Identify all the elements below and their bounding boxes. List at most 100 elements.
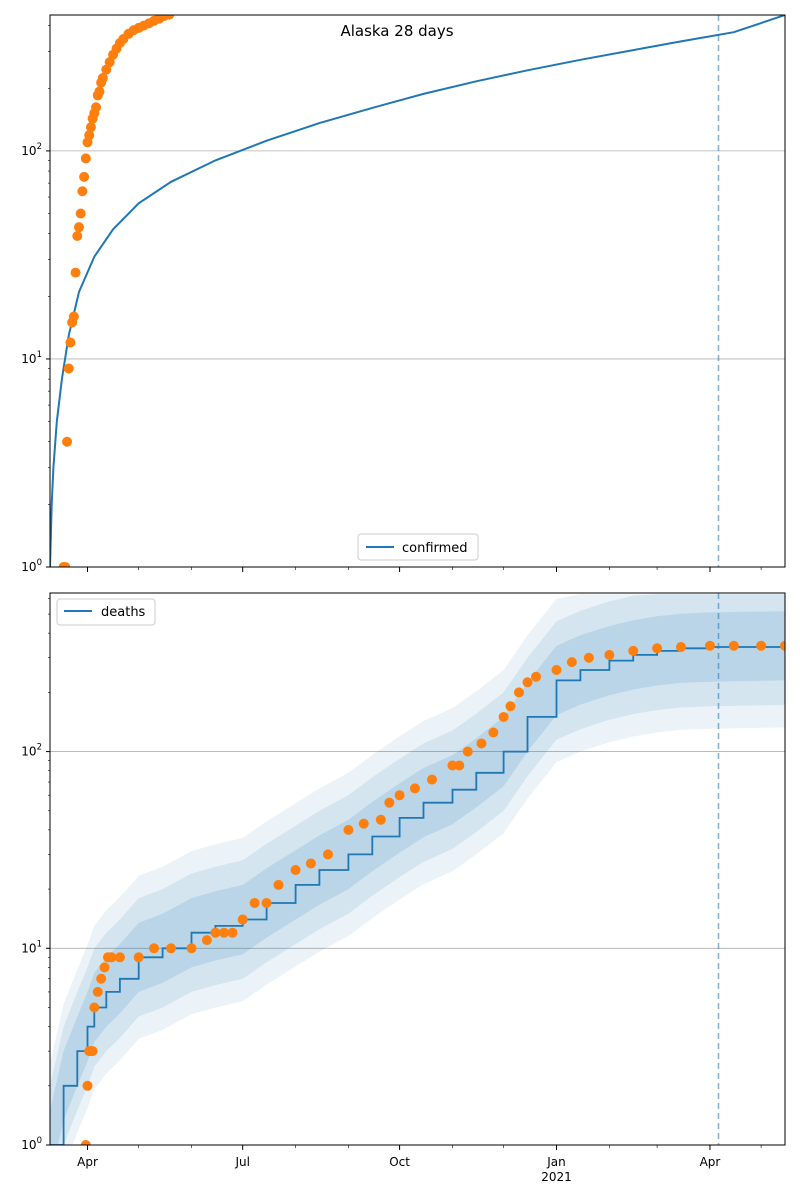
observed-point	[65, 337, 76, 348]
observed-point	[91, 102, 102, 113]
top-chart-title: Alaska 28 days	[340, 22, 453, 40]
observed-point	[322, 849, 333, 860]
top-x-ticks	[87, 567, 762, 572]
bottom-step-deaths	[50, 645, 785, 1145]
observed-point	[675, 642, 686, 653]
observed-point	[73, 222, 84, 233]
observed-point	[80, 153, 91, 164]
observed-point	[77, 186, 88, 197]
top-axes-frame	[49, 14, 786, 568]
top-grid	[50, 150, 785, 360]
observed-point	[756, 640, 767, 651]
x-tick-label-2021-04-01: Apr	[700, 1155, 721, 1169]
observed-point	[426, 774, 437, 785]
y-tick-label-10: 101	[21, 939, 42, 955]
y-tick-label-1: 100	[21, 1136, 42, 1152]
observed-point	[133, 952, 144, 963]
observed-point	[305, 858, 316, 869]
observed-point	[80, 1140, 91, 1145]
y-tick-label-10: 101	[21, 350, 42, 366]
observed-point	[343, 824, 354, 835]
observed-point	[82, 1080, 93, 1091]
observed-point	[164, 15, 175, 20]
observed-point	[462, 746, 473, 757]
observed-point	[85, 122, 96, 133]
observed-point	[84, 130, 95, 141]
observed-point	[488, 727, 499, 738]
bottom-axes-frame	[49, 592, 786, 1146]
observed-point	[218, 927, 229, 938]
observed-point	[104, 57, 115, 68]
observed-point	[92, 986, 103, 997]
observed-point	[290, 865, 301, 876]
top-legend-label-confirmed: confirmed	[402, 541, 468, 556]
observed-point	[409, 783, 420, 794]
observed-point	[249, 897, 260, 908]
x-tick-label-2020-04-01: Apr	[77, 1155, 98, 1169]
observed-point	[476, 738, 487, 749]
observed-point	[87, 1046, 98, 1057]
observed-point	[531, 671, 542, 682]
top-legend: confirmed	[357, 533, 479, 561]
observed-point	[63, 363, 74, 374]
observed-point	[166, 943, 177, 954]
y-tick-label-100: 102	[21, 142, 42, 158]
bottom-observed-points	[80, 640, 785, 1145]
top-chart: 100 101 102 Alaska 28 days confirmed	[21, 14, 786, 574]
observed-point	[68, 311, 79, 322]
top-y-ticks: 100 101 102	[21, 25, 50, 574]
observed-point	[652, 643, 663, 654]
uncertainty-band-1	[50, 594, 785, 1145]
x-tick-year-2021-01-01: 2021	[541, 1170, 572, 1184]
observed-point	[89, 1002, 100, 1013]
series-confirmed-line	[50, 15, 785, 567]
x-tick-label-2020-10-01: Oct	[389, 1155, 410, 1169]
observed-point	[375, 814, 386, 825]
observed-point	[522, 677, 533, 688]
observed-point	[261, 897, 272, 908]
observed-point	[604, 649, 615, 660]
observed-point	[384, 797, 395, 808]
observed-point	[99, 962, 110, 973]
observed-point	[704, 640, 715, 651]
observed-point	[62, 436, 73, 447]
observed-point	[583, 652, 594, 663]
uncertainty-band-2	[50, 611, 785, 1145]
uncertainty-band-0	[50, 594, 785, 1145]
observed-point	[97, 73, 108, 84]
observed-point	[780, 640, 785, 651]
bottom-legend: deaths	[56, 598, 156, 626]
x-tick-label-2021-01-01: Jan	[546, 1155, 566, 1169]
y-tick-label-100: 102	[21, 743, 42, 759]
observed-point	[106, 952, 117, 963]
observed-point	[237, 914, 248, 925]
bottom-y-ticks: 100 101 102	[21, 598, 50, 1152]
bottom-legend-label-deaths: deaths	[101, 605, 146, 620]
observed-point	[394, 790, 405, 801]
observed-point	[728, 640, 739, 651]
bottom-uncertainty-bands	[50, 594, 785, 1145]
observed-point	[114, 952, 125, 963]
observed-point	[498, 711, 509, 722]
observed-point	[210, 927, 221, 938]
observed-point	[149, 943, 160, 954]
top-observed-points	[58, 15, 175, 567]
observed-point	[201, 935, 212, 946]
y-tick-label-1: 100	[21, 558, 42, 574]
observed-point	[75, 208, 86, 219]
observed-point	[628, 645, 639, 656]
observed-point	[94, 86, 105, 97]
observed-point	[454, 760, 465, 771]
observed-point	[186, 943, 197, 954]
x-tick-label-2020-07-01: Jul	[234, 1155, 249, 1169]
observed-point	[513, 687, 524, 698]
observed-point	[70, 267, 81, 278]
observed-point	[96, 973, 107, 984]
series-deaths-step	[50, 645, 785, 1145]
observed-point	[227, 927, 238, 938]
observed-point	[505, 701, 516, 712]
observed-point	[60, 562, 71, 567]
